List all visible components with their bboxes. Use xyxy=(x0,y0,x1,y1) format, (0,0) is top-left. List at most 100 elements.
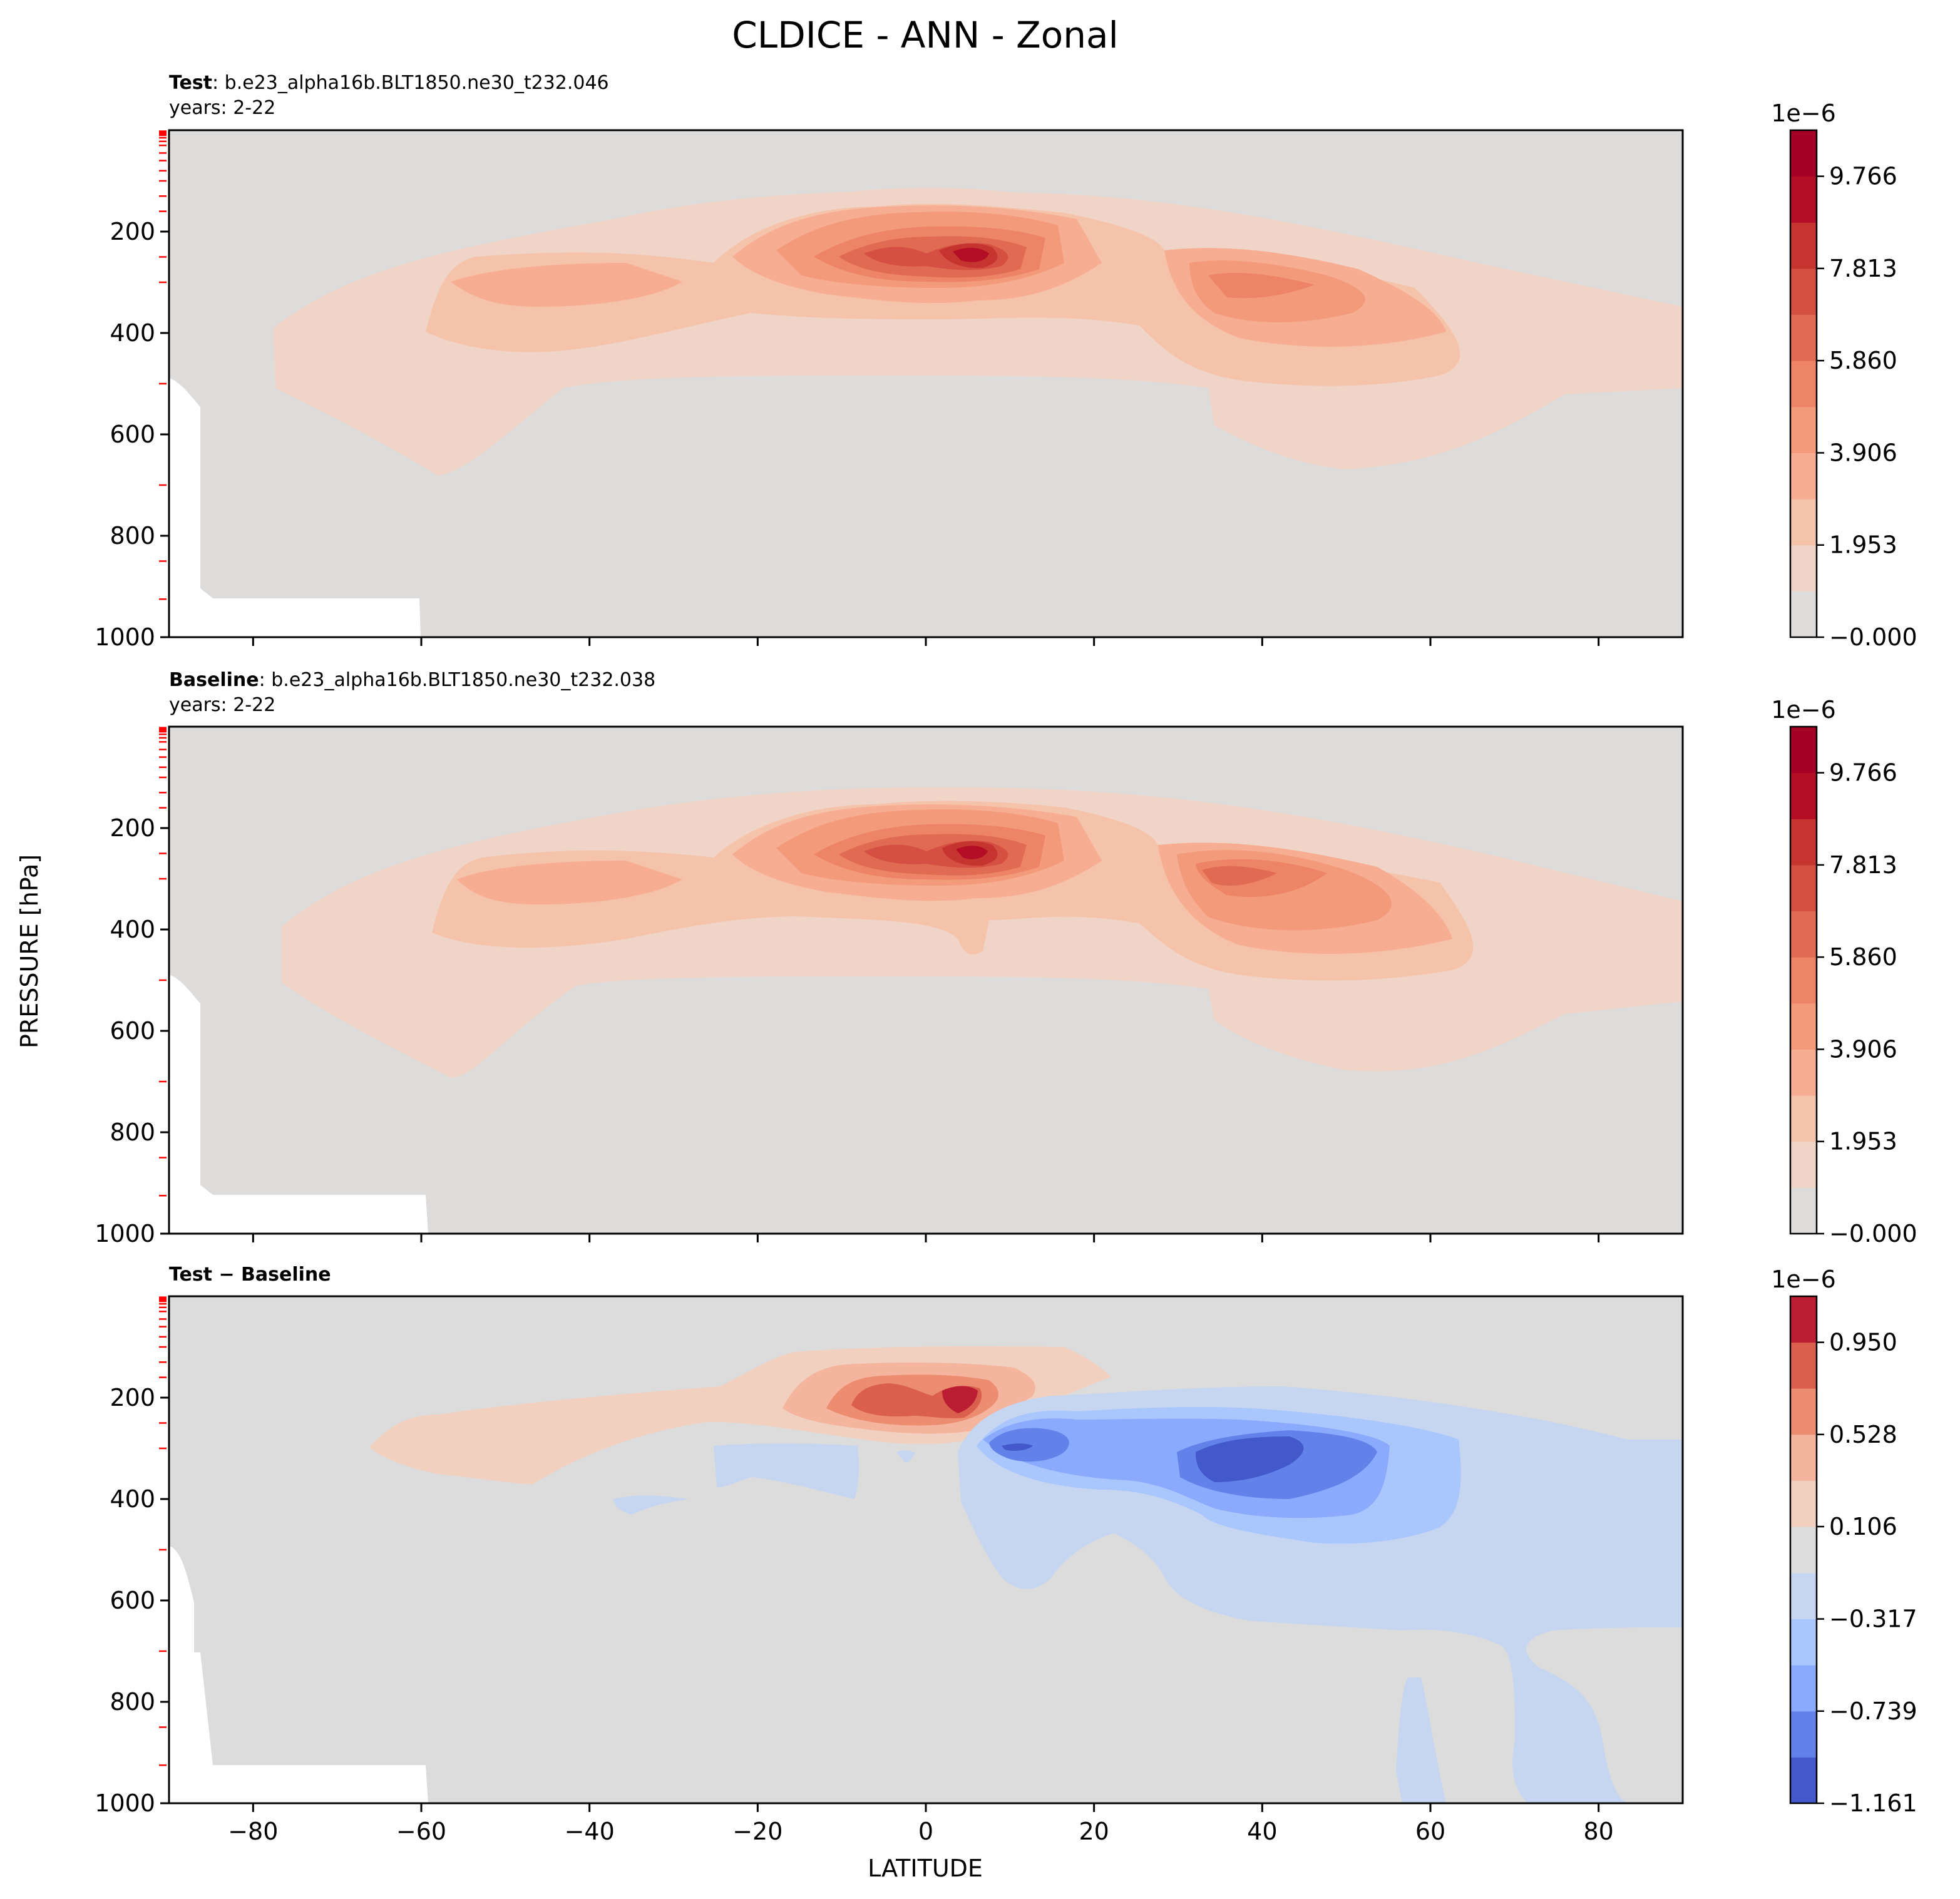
panel-baseline-y-tick-label: 200 xyxy=(110,814,155,842)
y-axis-label: PRESSURE [hPa] xyxy=(16,854,43,1048)
panel-baseline-case-name: : b.e23_alpha16b.BLT1850.ne30_t232.038 xyxy=(259,669,656,691)
panel-test-colorbar-tick-label: 1.953 xyxy=(1829,531,1897,559)
panel-difference-colorbar-tick-label: −0.317 xyxy=(1829,1605,1917,1633)
panel-difference-colorbar: −1.161 −0.739 −0.317 0.106 0.528 0.950 1e−6 xyxy=(1771,1266,1917,1817)
panel-test-colorbar-swatch xyxy=(1790,499,1817,546)
panel-difference-y-tick-label: 400 xyxy=(110,1485,155,1513)
panel-baseline-contour-level-6b xyxy=(1202,866,1277,886)
panel-baseline-colorbar-tick-label: 9.766 xyxy=(1829,759,1897,787)
panel-test-case-name: : b.e23_alpha16b.BLT1850.ne30_t232.046 xyxy=(212,72,609,94)
panel-baseline-colorbar-frame xyxy=(1789,725,1818,1235)
panel-difference-colorbar-swatch xyxy=(1790,1665,1817,1712)
panel-test-colorbar-tick-label: 3.906 xyxy=(1829,439,1897,466)
panel-test-colorbar-frame xyxy=(1789,129,1818,638)
panel-test-y-tick-label: 600 xyxy=(110,421,155,448)
panel-test-colorbar-tick-label: 7.813 xyxy=(1829,255,1897,282)
panel-test-y-tick-label: 200 xyxy=(110,218,155,245)
panel-test: Test: b.e23_alpha16b.BLT1850.ne30_t232.0… xyxy=(95,72,1917,651)
panel-difference-colorbar-swatch xyxy=(1790,1296,1817,1343)
panel-baseline-colorbar-swatch xyxy=(1790,1003,1817,1050)
panel-baseline-colorbar-tick-label: 1.953 xyxy=(1829,1128,1897,1155)
panel-test-contour-level-5b xyxy=(1208,272,1315,299)
x-axis-label: LATITUDE xyxy=(868,1855,983,1882)
panel-baseline-colorbar-swatch xyxy=(1790,1187,1817,1234)
panel-difference-plot-area xyxy=(169,1296,1683,1803)
panel-difference-colorbar-swatch xyxy=(1790,1711,1817,1758)
panel-baseline-colorbar-swatch xyxy=(1790,772,1817,819)
panel-baseline-colorbar-swatch xyxy=(1790,1049,1817,1096)
panel-baseline-colorbar-exponent: 1e−6 xyxy=(1771,696,1836,724)
panel-difference-negative-level-1d xyxy=(1396,1677,1446,1803)
panel-baseline-colorbar-swatch xyxy=(1790,1141,1817,1188)
panel-test-colorbar-tick-label: 9.766 xyxy=(1829,163,1897,190)
panel-test-colorbar-exponent: 1e−6 xyxy=(1771,100,1836,127)
panel-baseline-colorbar: −0.000 1.953 3.906 5.860 7.813 9.766 1e−6 xyxy=(1771,696,1917,1247)
panel-difference-colorbar-tick-label: 0.106 xyxy=(1829,1513,1897,1540)
panel-baseline-y-tick-label: 400 xyxy=(110,916,155,943)
panel-difference-x-tick-label: 0 xyxy=(918,1818,933,1845)
panel-test-colorbar-tick-label: 5.860 xyxy=(1829,347,1897,374)
panel-baseline-colorbar-swatch xyxy=(1790,864,1817,912)
panel-test-colorbar-swatch xyxy=(1790,361,1817,407)
panel-difference-colorbar-frame xyxy=(1789,1295,1818,1804)
panel-baseline-colorbar-tick-label: −0.000 xyxy=(1829,1220,1917,1247)
panel-difference-colorbar-tick-label: 0.950 xyxy=(1829,1329,1897,1356)
panel-baseline-colorbar-tick-label: 5.860 xyxy=(1829,943,1897,971)
panel-baseline-label-bold: Baseline xyxy=(169,669,259,691)
panel-difference-colorbar-swatch xyxy=(1790,1342,1817,1389)
panel-difference-x-tick-label: −80 xyxy=(228,1818,278,1845)
figure-title: CLDICE - ANN - Zonal xyxy=(732,14,1118,56)
panel-baseline-x-ticks xyxy=(252,1234,1600,1242)
panel-baseline-contour-level-9 xyxy=(956,846,988,859)
panel-baseline: Baseline: b.e23_alpha16b.BLT1850.ne30_t2… xyxy=(95,669,1917,1247)
panel-difference-colorbar-swatch xyxy=(1790,1572,1817,1620)
panel-difference-y-tick-label: 800 xyxy=(110,1688,155,1716)
panel-test-colorbar-swatch xyxy=(1790,130,1817,177)
panel-baseline-colorbar-swatch xyxy=(1790,957,1817,1004)
panel-test-colorbar-swatch xyxy=(1790,176,1817,223)
panel-difference-negative-level-5 xyxy=(1002,1443,1033,1451)
panel-test-y-tick-label: 800 xyxy=(110,522,155,550)
panel-test-contour-level-9 xyxy=(953,247,989,262)
panel-baseline-y-tick-label: 600 xyxy=(110,1017,155,1045)
panel-difference-x-tick-label: −40 xyxy=(565,1818,615,1845)
panel-baseline-y-ticks: 200 400 600 800 1000 xyxy=(95,727,169,1247)
panel-test-y-tick-label: 1000 xyxy=(95,623,155,651)
panel-difference-y-tick-label: 1000 xyxy=(95,1789,155,1817)
panel-baseline-y-tick-label: 800 xyxy=(110,1118,155,1146)
panel-difference-negative-level-5b xyxy=(1196,1436,1304,1482)
panel-difference-colorbar-swatch xyxy=(1790,1619,1817,1666)
panel-difference-colorbar-exponent: 1e−6 xyxy=(1771,1266,1836,1293)
panel-difference-x-tick-label: 60 xyxy=(1415,1818,1445,1845)
panel-difference-label: Test − Baseline xyxy=(169,1264,331,1286)
panel-difference-y-tick-label: 600 xyxy=(110,1587,155,1614)
panel-baseline-plot-area xyxy=(169,727,1683,1234)
panel-difference-x-tick-label: −60 xyxy=(396,1818,446,1845)
panel-test-colorbar-swatch xyxy=(1790,222,1817,269)
panel-baseline-colorbar-tick-label: 7.813 xyxy=(1829,851,1897,879)
panel-difference-colorbar-swatch xyxy=(1790,1388,1817,1435)
panel-test-colorbar-swatch xyxy=(1790,453,1817,499)
panel-difference-x-tick-label: 20 xyxy=(1079,1818,1109,1845)
panel-test-label-bold: Test xyxy=(169,72,212,94)
panel-baseline-topography-mask xyxy=(169,975,428,1234)
panel-difference-colorbar-tick-label: −0.739 xyxy=(1829,1697,1917,1725)
panel-test-header: Test: b.e23_alpha16b.BLT1850.ne30_t232.0… xyxy=(169,72,609,94)
panel-difference-colorbar-swatch xyxy=(1790,1757,1817,1804)
panel-test-colorbar-tick-label: −0.000 xyxy=(1829,623,1917,651)
panel-test-colorbar-swatch xyxy=(1790,314,1817,361)
panel-difference-colorbar-swatch xyxy=(1790,1527,1817,1574)
panel-baseline-colorbar-tick-label: 3.906 xyxy=(1829,1035,1897,1063)
panel-difference-colorbar-tick-label: −1.161 xyxy=(1829,1789,1917,1817)
panel-test-y-ticks: 200 400 600 800 1000 xyxy=(95,130,169,651)
panel-difference-topography-mask xyxy=(169,1546,428,1803)
panel-baseline-y-tick-label: 1000 xyxy=(95,1220,155,1247)
panel-baseline-colorbar-swatch xyxy=(1790,911,1817,958)
panel-difference-x-tick-label: 40 xyxy=(1247,1818,1277,1845)
panel-difference-x-ticks: −80 −60 −40 −20 0 20 40 60 80 xyxy=(228,1803,1614,1845)
panel-test-topography-mask xyxy=(169,378,421,637)
panel-difference-negative-level-1b xyxy=(714,1443,859,1499)
panel-test-colorbar-swatch xyxy=(1790,268,1817,315)
panel-test-plot-area xyxy=(169,130,1683,637)
